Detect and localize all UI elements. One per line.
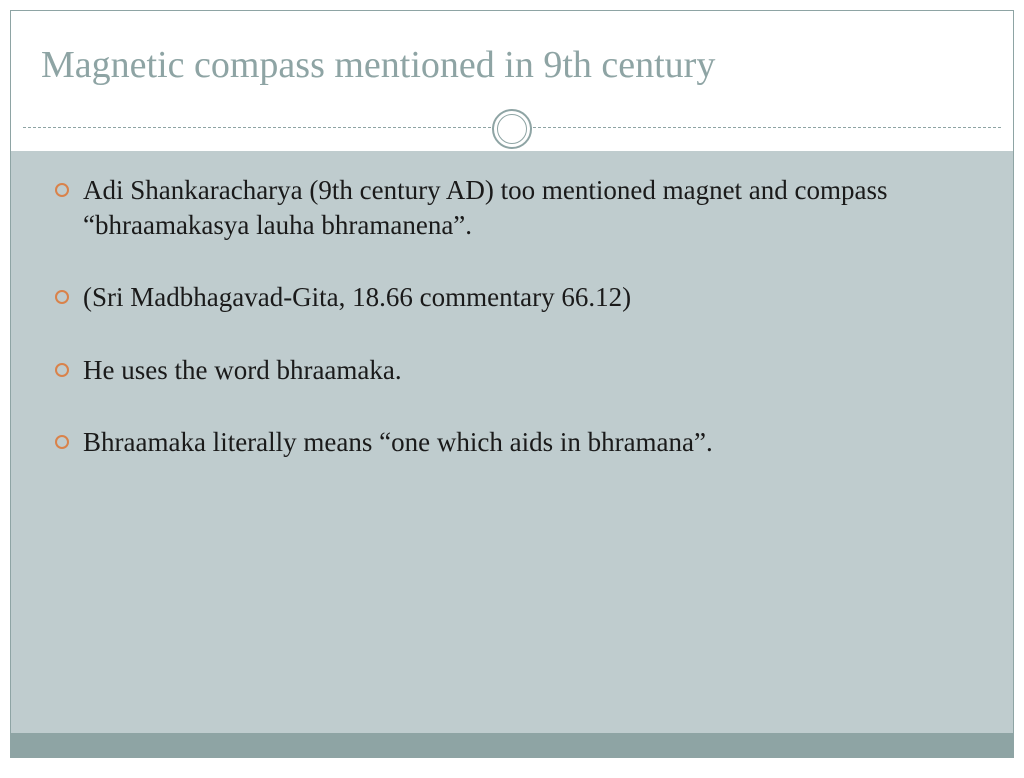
list-item: He uses the word bhraamaka. <box>55 353 977 388</box>
list-item: Bhraamaka literally means “one which aid… <box>55 425 977 460</box>
bottom-accent-bar <box>11 733 1013 757</box>
bullet-list: Adi Shankaracharya (9th century AD) too … <box>11 151 1013 460</box>
content-area: Adi Shankaracharya (9th century AD) too … <box>11 151 1013 757</box>
divider-circle-ornament <box>492 109 532 149</box>
list-item: Adi Shankaracharya (9th century AD) too … <box>55 173 977 242</box>
title-area: Magnetic compass mentioned in 9th centur… <box>11 11 1013 107</box>
slide-frame: Magnetic compass mentioned in 9th centur… <box>10 10 1014 758</box>
slide-title: Magnetic compass mentioned in 9th centur… <box>41 43 983 87</box>
title-divider <box>11 107 1013 151</box>
list-item: (Sri Madbhagavad-Gita, 18.66 commentary … <box>55 280 977 315</box>
